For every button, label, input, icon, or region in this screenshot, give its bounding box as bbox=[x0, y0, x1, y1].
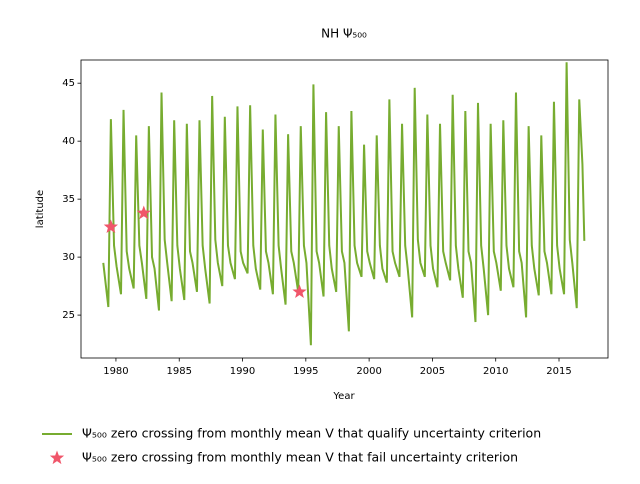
star-marker bbox=[103, 219, 119, 234]
y-tick-label: 45 bbox=[62, 78, 75, 89]
data-line bbox=[102, 62, 586, 346]
legend-star bbox=[49, 450, 65, 465]
x-tick-label: 2015 bbox=[546, 366, 571, 377]
y-tick-label: 25 bbox=[62, 310, 75, 321]
y-tick-label: 40 bbox=[62, 136, 75, 147]
legend-label: Ψ₅₀₀ zero crossing from monthly mean V t… bbox=[82, 426, 541, 441]
x-tick-label: 2005 bbox=[420, 366, 445, 377]
axes-frame bbox=[80, 59, 609, 359]
x-tick-label: 1995 bbox=[293, 366, 318, 377]
x-tick-label: 1990 bbox=[230, 366, 255, 377]
x-axis-label: Year bbox=[332, 391, 355, 402]
y-axis-label: latitude bbox=[35, 190, 46, 228]
legend-label: Ψ₅₀₀ zero crossing from monthly mean V t… bbox=[82, 450, 518, 465]
star-marker bbox=[136, 205, 151, 220]
y-tick-label: 30 bbox=[62, 252, 75, 263]
x-tick-label: 1985 bbox=[167, 366, 192, 377]
x-tick-label: 2010 bbox=[483, 366, 508, 377]
chart-title: NH Ψ₅₀₀ bbox=[321, 27, 367, 41]
x-tick-label: 1980 bbox=[103, 366, 128, 377]
star-marker bbox=[292, 284, 307, 298]
y-tick-label: 35 bbox=[62, 194, 75, 205]
x-tick-label: 2000 bbox=[356, 366, 381, 377]
